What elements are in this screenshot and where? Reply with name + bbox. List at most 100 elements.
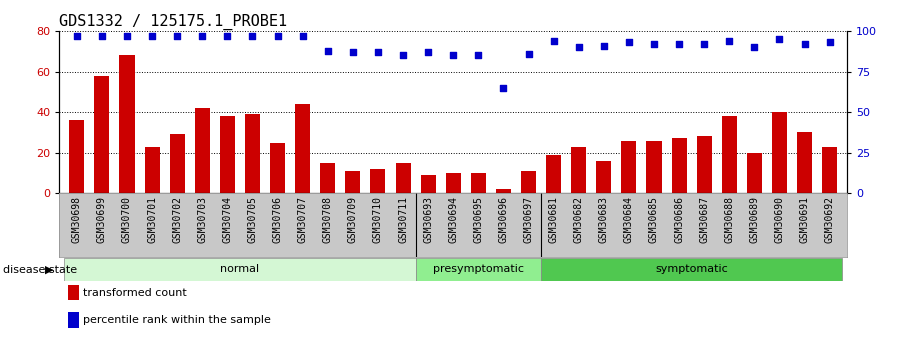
Bar bbox=[597, 161, 611, 193]
Text: GSM30688: GSM30688 bbox=[724, 196, 734, 243]
Bar bbox=[119, 55, 135, 193]
Point bbox=[697, 41, 711, 47]
Text: normal: normal bbox=[220, 265, 260, 274]
Bar bbox=[822, 147, 837, 193]
Text: GSM30706: GSM30706 bbox=[272, 196, 282, 243]
Point bbox=[145, 33, 159, 39]
Point bbox=[271, 33, 285, 39]
Text: GSM30711: GSM30711 bbox=[398, 196, 408, 243]
Point bbox=[747, 45, 762, 50]
Point bbox=[119, 33, 134, 39]
Bar bbox=[671, 138, 687, 193]
Text: GSM30686: GSM30686 bbox=[674, 196, 684, 243]
Bar bbox=[797, 132, 812, 193]
Bar bbox=[697, 136, 711, 193]
Point bbox=[371, 49, 385, 55]
Bar bbox=[69, 120, 85, 193]
Text: ▶: ▶ bbox=[46, 265, 54, 275]
Text: GSM30696: GSM30696 bbox=[498, 196, 508, 243]
Point bbox=[395, 52, 410, 58]
Text: GSM30697: GSM30697 bbox=[524, 196, 534, 243]
Text: GDS1332 / 125175.1_PROBE1: GDS1332 / 125175.1_PROBE1 bbox=[59, 13, 287, 30]
Text: GSM30684: GSM30684 bbox=[624, 196, 634, 243]
Bar bbox=[445, 173, 461, 193]
Text: GSM30710: GSM30710 bbox=[373, 196, 383, 243]
Text: GSM30693: GSM30693 bbox=[423, 196, 433, 243]
Bar bbox=[546, 155, 561, 193]
Text: disease state: disease state bbox=[3, 265, 77, 275]
Text: GSM30689: GSM30689 bbox=[750, 196, 760, 243]
Text: GSM30691: GSM30691 bbox=[800, 196, 810, 243]
Bar bbox=[371, 169, 385, 193]
Point bbox=[220, 33, 235, 39]
Text: GSM30683: GSM30683 bbox=[599, 196, 609, 243]
Bar bbox=[245, 114, 260, 193]
Point bbox=[169, 33, 184, 39]
Point bbox=[571, 45, 586, 50]
Point bbox=[471, 52, 486, 58]
Point bbox=[295, 33, 310, 39]
Bar bbox=[220, 116, 235, 193]
Point bbox=[195, 33, 210, 39]
Bar bbox=[571, 147, 587, 193]
Bar bbox=[722, 116, 737, 193]
Text: GSM30698: GSM30698 bbox=[72, 196, 82, 243]
Point bbox=[496, 85, 511, 91]
Text: GSM30699: GSM30699 bbox=[97, 196, 107, 243]
Point bbox=[647, 41, 661, 47]
Text: presymptomatic: presymptomatic bbox=[433, 265, 524, 274]
Text: GSM30690: GSM30690 bbox=[774, 196, 784, 243]
Bar bbox=[65, 258, 415, 281]
Bar bbox=[747, 152, 762, 193]
Point bbox=[521, 51, 536, 57]
Point bbox=[69, 33, 84, 39]
Point bbox=[671, 41, 686, 47]
Point bbox=[445, 52, 460, 58]
Text: GSM30704: GSM30704 bbox=[222, 196, 232, 243]
Text: GSM30703: GSM30703 bbox=[198, 196, 208, 243]
Point bbox=[773, 37, 787, 42]
Text: GSM30687: GSM30687 bbox=[699, 196, 709, 243]
Text: transformed count: transformed count bbox=[83, 288, 187, 297]
Text: GSM30685: GSM30685 bbox=[649, 196, 659, 243]
Text: GSM30702: GSM30702 bbox=[172, 196, 182, 243]
Bar bbox=[415, 258, 541, 281]
Bar bbox=[471, 173, 486, 193]
Text: percentile rank within the sample: percentile rank within the sample bbox=[83, 315, 271, 325]
Text: GSM30709: GSM30709 bbox=[348, 196, 358, 243]
Text: GSM30707: GSM30707 bbox=[298, 196, 308, 243]
Bar bbox=[541, 258, 842, 281]
Text: GSM30701: GSM30701 bbox=[147, 196, 157, 243]
Point bbox=[823, 40, 837, 45]
Bar bbox=[621, 140, 637, 193]
Text: GSM30681: GSM30681 bbox=[548, 196, 558, 243]
Text: GSM30695: GSM30695 bbox=[474, 196, 484, 243]
Bar bbox=[320, 163, 335, 193]
Text: GSM30700: GSM30700 bbox=[122, 196, 132, 243]
Text: GSM30682: GSM30682 bbox=[574, 196, 584, 243]
Bar bbox=[145, 147, 159, 193]
Point bbox=[245, 33, 260, 39]
Text: GSM30694: GSM30694 bbox=[448, 196, 458, 243]
Bar bbox=[772, 112, 787, 193]
Bar bbox=[295, 104, 310, 193]
Bar bbox=[345, 171, 361, 193]
Bar bbox=[395, 163, 411, 193]
Point bbox=[597, 43, 611, 48]
Point bbox=[321, 48, 335, 53]
Point bbox=[722, 38, 737, 43]
Bar bbox=[521, 171, 536, 193]
Point bbox=[421, 49, 435, 55]
Point bbox=[345, 49, 360, 55]
Bar bbox=[169, 135, 185, 193]
Text: symptomatic: symptomatic bbox=[655, 265, 728, 274]
Point bbox=[621, 40, 636, 45]
Bar bbox=[496, 189, 511, 193]
Point bbox=[797, 41, 812, 47]
Text: GSM30708: GSM30708 bbox=[322, 196, 333, 243]
Text: GSM30692: GSM30692 bbox=[824, 196, 834, 243]
Bar bbox=[270, 142, 285, 193]
Text: GSM30705: GSM30705 bbox=[248, 196, 258, 243]
Bar bbox=[195, 108, 210, 193]
Point bbox=[95, 33, 109, 39]
